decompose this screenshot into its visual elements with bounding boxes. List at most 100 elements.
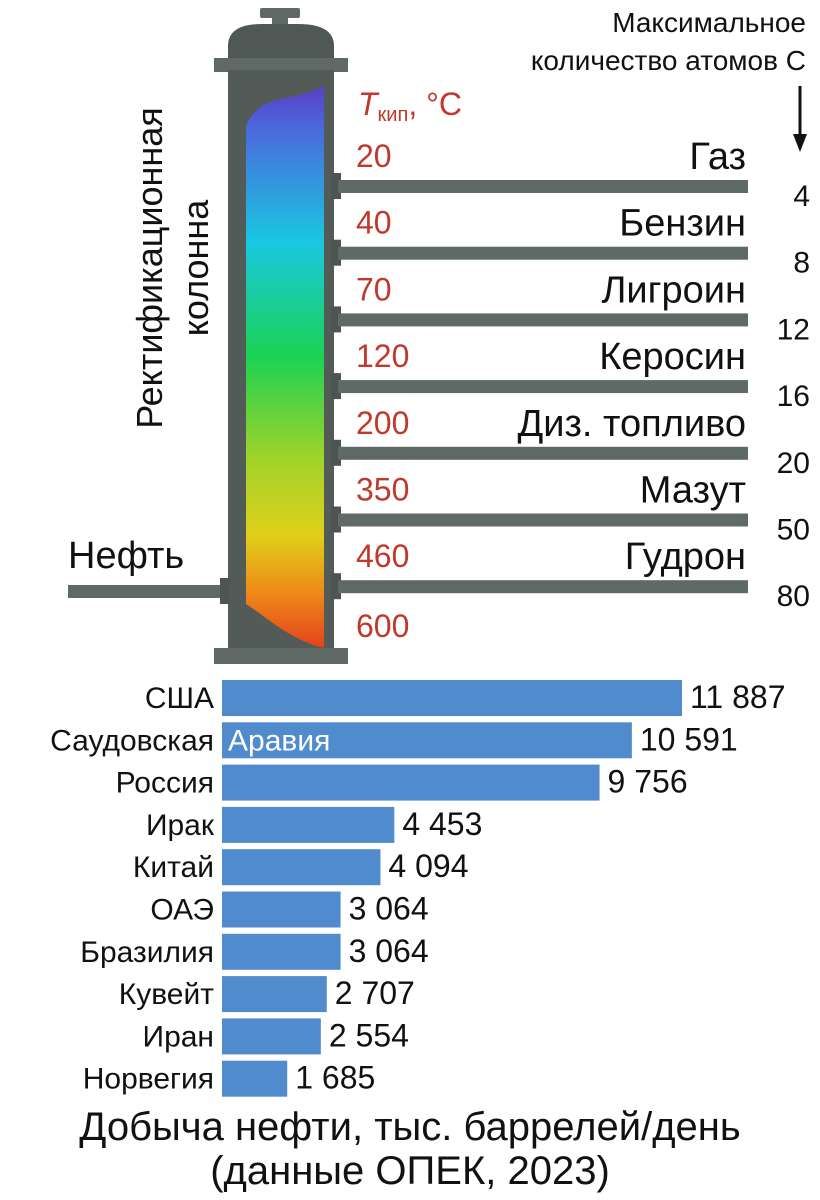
fraction-pipe <box>338 446 748 460</box>
fraction-name: Газ <box>689 136 746 178</box>
column-title-line2: колонна <box>175 199 216 337</box>
fraction-max-atoms: 20 <box>777 447 810 480</box>
bar-row: Бразилия 3 064 <box>80 933 429 970</box>
oil-production-chart: США 11 887 Саудовская Аравия 10 591 Россия 9 7… <box>50 679 786 1097</box>
temp-header-symbol: T <box>358 86 380 122</box>
bar-row: Норвегия 1 685 <box>83 1060 375 1097</box>
fraction-pipe-joint <box>331 439 341 466</box>
crude-input: Нефть <box>68 535 230 604</box>
bar-category-label: Кувейт <box>119 978 215 1011</box>
bar-value-label: 2 707 <box>335 975 415 1011</box>
bar <box>222 764 600 801</box>
bar-category-label: США <box>145 682 214 715</box>
bar-category-label: Норвегия <box>83 1063 214 1096</box>
fraction-pipe <box>338 246 748 260</box>
bar <box>222 680 682 716</box>
bar-row: Ирак 4 453 <box>146 806 482 843</box>
fraction-pipe-joint <box>331 173 341 199</box>
fraction-max-atoms: 4 <box>793 180 810 213</box>
fraction-row: 200 Диз. топливо 20 <box>331 403 810 480</box>
fraction-temp: 120 <box>356 338 409 374</box>
fraction-name: Мазут <box>640 470 746 512</box>
down-arrow-icon <box>793 86 807 152</box>
fraction-temp: 200 <box>356 405 409 441</box>
bar-category-label: Иран <box>143 1020 215 1053</box>
fraction-pipe <box>338 580 748 594</box>
fraction-max-atoms: 80 <box>777 580 810 613</box>
bar-value-label: 4 453 <box>402 806 482 842</box>
fraction-temp: 40 <box>356 205 392 241</box>
atoms-header-line1: Максимальное <box>612 7 806 38</box>
fraction-max-atoms: 8 <box>793 247 810 280</box>
bar <box>222 976 327 1013</box>
column-title: Ректификационная колонна <box>129 107 216 429</box>
fraction-row: 40 Бензин 8 <box>331 203 810 280</box>
fraction-row: 460 Гудрон 80 <box>331 536 810 613</box>
bar-value-label: 2 554 <box>329 1017 409 1053</box>
crude-input-label: Нефть <box>68 535 184 577</box>
fraction-name: Диз. топливо <box>518 403 746 445</box>
fraction-max-atoms: 16 <box>777 380 810 413</box>
bar <box>222 933 341 970</box>
fraction-pipe <box>338 380 748 394</box>
bar-row: Китай 4 094 <box>133 848 469 886</box>
column-upper-flange <box>214 58 348 72</box>
temperature-header: Tкип, °C <box>358 86 462 126</box>
bar-value-label: 1 685 <box>295 1060 375 1096</box>
bar-value-label: 9 756 <box>608 764 688 800</box>
fraction-temp: 70 <box>356 271 392 307</box>
bar <box>222 849 381 886</box>
fraction-temp: 20 <box>356 138 392 174</box>
bar-row: Иран 2 554 <box>143 1017 409 1055</box>
fraction-pipe <box>338 513 748 527</box>
bar <box>222 1018 321 1055</box>
fraction-pipe-joint <box>331 573 341 600</box>
atoms-header-line2: количество атомов С <box>531 45 806 76</box>
bar-row: США 11 887 <box>145 679 786 716</box>
bottom-temp-label: 600 <box>356 608 409 644</box>
column-top-nozzle-cap <box>260 8 300 18</box>
bar-category-label-inside: Аравия <box>228 724 330 757</box>
fraction-pipe-joint <box>331 306 341 333</box>
fraction-pipe-joint <box>331 239 341 266</box>
fraction-pipe-joint <box>331 506 341 533</box>
column-dome <box>228 24 334 62</box>
fraction-row: 20 Газ 4 <box>331 136 810 213</box>
column-lower-flange <box>214 648 348 664</box>
bar-value-label: 10 591 <box>640 721 738 757</box>
fraction-row: 350 Мазут 50 <box>331 470 810 547</box>
fraction-max-atoms: 50 <box>777 514 810 547</box>
chart-title-line2: (данные ОПЕК, 2023) <box>210 1149 610 1193</box>
bar-category-label: Ирак <box>146 809 215 842</box>
bar-value-label: 3 064 <box>349 891 429 927</box>
bar <box>222 891 341 928</box>
fraction-name: Бензин <box>619 203 746 245</box>
fraction-pipe-joint <box>331 373 341 400</box>
bar-row: Саудовская Аравия 10 591 <box>50 721 738 759</box>
fraction-row: 120 Керосин 16 <box>331 336 810 413</box>
bar-category-label: Россия <box>116 767 214 800</box>
distillation-column <box>214 8 348 664</box>
fraction-max-atoms: 12 <box>777 313 810 346</box>
chart-title-line1: Добыча нефти, тыс. баррелей/день <box>79 1105 740 1149</box>
bar-category-label: Китай <box>133 851 214 884</box>
fraction-name: Керосин <box>599 336 746 378</box>
bar-category-label: Саудовская <box>50 724 214 757</box>
bar-value-label: 11 887 <box>690 679 786 715</box>
fraction-temp: 460 <box>356 538 409 574</box>
bar-category-label: Бразилия <box>80 936 214 969</box>
fraction-pipe <box>338 313 748 327</box>
fraction-temp: 350 <box>356 472 409 508</box>
bar-value-label: 3 064 <box>349 933 429 969</box>
bar-row: Россия 9 756 <box>116 764 688 801</box>
bar-row: Кувейт 2 707 <box>119 975 415 1013</box>
bar-value-label: 4 094 <box>388 848 468 884</box>
bar <box>222 1060 288 1097</box>
fraction-pipe <box>338 180 748 193</box>
bar-category-label: ОАЭ <box>150 894 214 927</box>
column-title-line1: Ректификационная <box>129 107 170 429</box>
crude-input-pipe <box>68 585 226 598</box>
atoms-header: Максимальное количество атомов С <box>531 7 807 152</box>
